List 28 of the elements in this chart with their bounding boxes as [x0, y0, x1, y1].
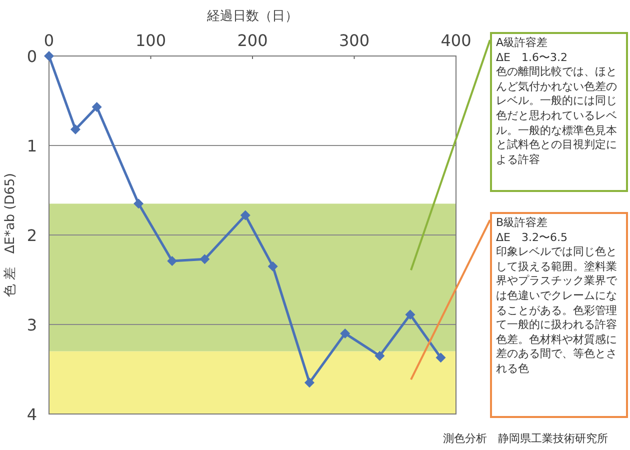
- point: [92, 102, 102, 112]
- x-tick-label: 100: [135, 31, 166, 50]
- point: [268, 261, 278, 272]
- text: A級許容差 ΔE 1.6〜3.2 色の離間比較では、ほとんど気付かれない色差のレベル。一般的には同じ色だと思われているレベル。一般的な標準色見本と試料色との目視判定による許容: [496, 36, 617, 166]
- y-tick-label: 0: [26, 47, 37, 66]
- x-tick-label: 200: [237, 31, 268, 50]
- point: [304, 378, 314, 388]
- x-tick-label: 400: [440, 31, 472, 50]
- x-tick-label: 0: [44, 31, 54, 50]
- y-tick-label: 4: [26, 405, 37, 424]
- y-tick-label: 2: [26, 226, 37, 245]
- y-axis-title: 色 差 ΔE*ab (D65): [3, 173, 18, 297]
- text: B級許容差 ΔE 3.2〜6.5 印象レベルでは同じ色として扱える範囲。塗料業界やプラスチック業界では色違いでクレームになることがある。色彩管理て一般的に扱われる許容色差。色材料や材質感に差のある間で、等色とされる色: [496, 216, 617, 375]
- y-tick-label: 3: [26, 316, 37, 334]
- x-tick-label: 300: [338, 31, 370, 50]
- point: [134, 198, 144, 209]
- x-axis-title: 経過日数（日）: [206, 9, 298, 24]
- point: [374, 350, 385, 361]
- point: [240, 210, 250, 220]
- point: [340, 328, 350, 338]
- y-tick-label: 1: [26, 136, 37, 156]
- point: [70, 124, 80, 134]
- text: 測色分析 静岡県工業技術研究所: [443, 432, 608, 445]
- point: [44, 51, 54, 61]
- point: [405, 310, 416, 320]
- point: [167, 256, 178, 266]
- point: [436, 352, 446, 363]
- point: [200, 254, 210, 264]
